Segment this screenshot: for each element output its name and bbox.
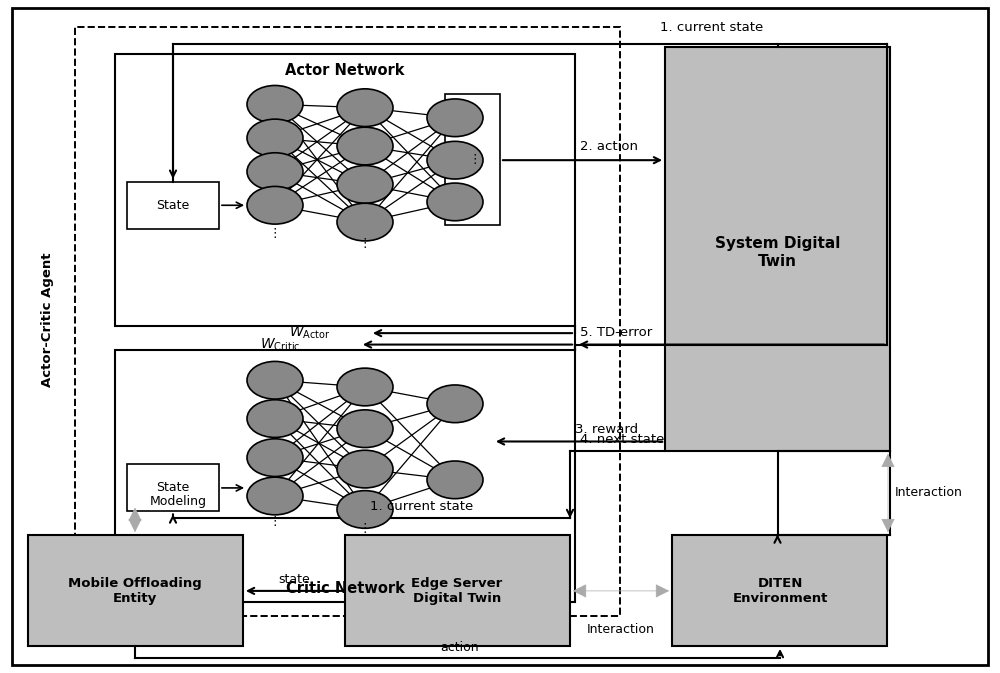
- Text: System Digital
Twin: System Digital Twin: [715, 236, 840, 269]
- Circle shape: [337, 491, 393, 528]
- Text: $W_{\mathrm{Actor}}$: $W_{\mathrm{Actor}}$: [289, 325, 331, 341]
- FancyArrowPatch shape: [574, 585, 668, 597]
- Bar: [345, 535, 570, 646]
- Bar: [445, 94, 500, 225]
- Text: State: State: [156, 199, 190, 212]
- Bar: [672, 535, 887, 646]
- Text: Mobile Offloading
Entity: Mobile Offloading Entity: [68, 577, 202, 605]
- Text: Interaction: Interaction: [895, 486, 963, 499]
- Text: ⋮: ⋮: [359, 237, 371, 250]
- Circle shape: [247, 361, 303, 399]
- Circle shape: [247, 439, 303, 476]
- Text: ⋮: ⋮: [359, 522, 371, 535]
- Text: 4. next state: 4. next state: [580, 433, 664, 446]
- Bar: [127, 464, 219, 511]
- Text: 5. TD-error: 5. TD-error: [580, 326, 652, 339]
- Circle shape: [337, 410, 393, 448]
- Text: 2. action: 2. action: [580, 141, 638, 153]
- Text: Actor Network: Actor Network: [285, 63, 405, 78]
- Text: ⋮: ⋮: [269, 227, 281, 240]
- Bar: [127, 182, 219, 229]
- FancyArrowPatch shape: [882, 454, 894, 532]
- Bar: [28, 535, 243, 646]
- Circle shape: [427, 461, 483, 499]
- Text: 1. current state: 1. current state: [660, 21, 763, 34]
- Text: state: state: [278, 573, 310, 586]
- Text: DITEN
Environment: DITEN Environment: [732, 577, 828, 605]
- Circle shape: [247, 400, 303, 437]
- Circle shape: [247, 186, 303, 224]
- Bar: [115, 54, 575, 326]
- Circle shape: [247, 477, 303, 515]
- Text: State: State: [156, 481, 190, 495]
- Text: ⋮: ⋮: [469, 153, 481, 166]
- Bar: [115, 350, 575, 602]
- FancyArrowPatch shape: [129, 508, 141, 532]
- Text: action: action: [441, 641, 479, 654]
- Text: ⋮: ⋮: [269, 515, 281, 528]
- Text: 1. current state: 1. current state: [370, 500, 473, 513]
- Text: $W_{\mathrm{Critic}}$: $W_{\mathrm{Critic}}$: [260, 336, 300, 353]
- Circle shape: [247, 85, 303, 123]
- Circle shape: [427, 141, 483, 179]
- Bar: [75, 27, 620, 616]
- Circle shape: [337, 127, 393, 165]
- Circle shape: [247, 153, 303, 190]
- Circle shape: [337, 368, 393, 406]
- Circle shape: [427, 385, 483, 423]
- Text: Critic Network: Critic Network: [286, 581, 404, 596]
- Circle shape: [337, 89, 393, 127]
- Circle shape: [337, 450, 393, 488]
- Circle shape: [427, 99, 483, 137]
- Circle shape: [337, 166, 393, 203]
- Circle shape: [427, 183, 483, 221]
- Text: Interaction: Interaction: [587, 623, 655, 636]
- Text: 3. reward: 3. reward: [575, 423, 638, 436]
- Circle shape: [247, 119, 303, 157]
- Text: Modeling: Modeling: [150, 495, 207, 508]
- Circle shape: [337, 203, 393, 241]
- Bar: [665, 47, 890, 451]
- Text: Actor-Critic Agent: Actor-Critic Agent: [41, 252, 55, 387]
- Text: Edge Server
Digital Twin: Edge Server Digital Twin: [411, 577, 503, 605]
